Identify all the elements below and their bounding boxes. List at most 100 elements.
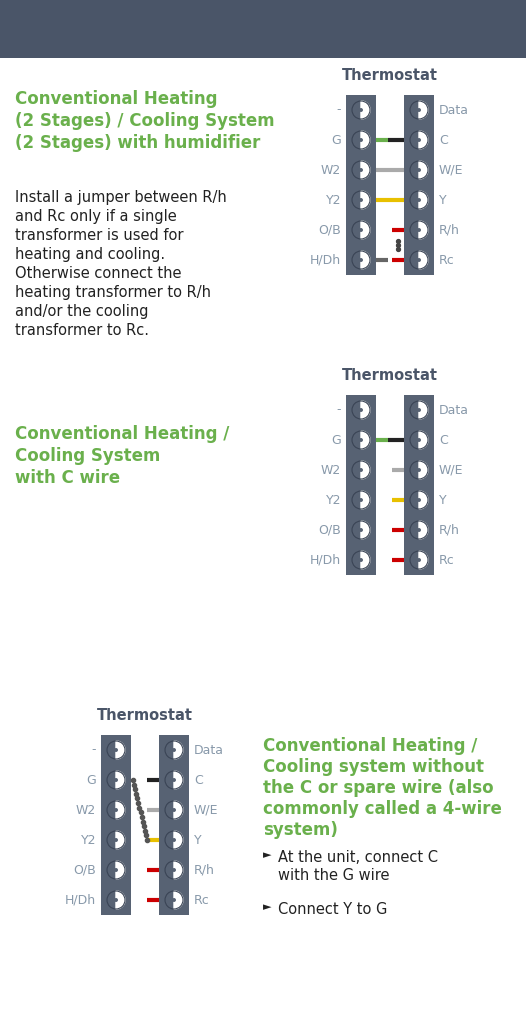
Circle shape [172,898,176,901]
Text: R/h: R/h [194,863,215,877]
Text: transformer is used for: transformer is used for [15,228,184,243]
Circle shape [165,801,183,819]
Text: Y2: Y2 [80,833,96,847]
Text: G: G [331,434,341,446]
Circle shape [417,498,421,502]
Text: W/E: W/E [194,803,218,817]
Text: W2: W2 [321,164,341,177]
Polygon shape [361,551,370,569]
Circle shape [114,748,118,752]
Text: Thermostat: Thermostat [342,68,438,83]
Circle shape [107,771,125,789]
Circle shape [172,778,176,782]
Polygon shape [174,831,183,849]
Text: C: C [194,773,203,787]
Text: Otherwise connect the: Otherwise connect the [15,266,181,280]
Circle shape [114,838,118,842]
Text: Cooling System: Cooling System [15,447,160,465]
Text: Rc: Rc [439,254,455,266]
Circle shape [359,108,363,112]
Circle shape [114,808,118,812]
Circle shape [410,101,428,119]
Text: W/E: W/E [439,164,463,177]
Polygon shape [419,401,428,419]
Text: -: - [92,743,96,757]
Circle shape [410,461,428,479]
Text: Conventional Heating: Conventional Heating [15,90,217,108]
Bar [404,395,434,575]
Polygon shape [361,521,370,539]
Text: heating and cooling.: heating and cooling. [15,247,165,262]
Text: Rc: Rc [194,893,210,907]
Circle shape [410,221,428,239]
Polygon shape [361,401,370,419]
Polygon shape [419,101,428,119]
Circle shape [410,401,428,419]
Text: Data: Data [194,743,224,757]
Text: heating transformer to R/h: heating transformer to R/h [15,285,211,300]
Circle shape [172,838,176,842]
Text: At the unit, connect C: At the unit, connect C [278,850,438,865]
Text: Data: Data [439,404,469,416]
Text: commonly called a 4-wire: commonly called a 4-wire [263,800,502,818]
Circle shape [352,221,370,239]
Text: ►: ► [263,850,271,860]
Circle shape [107,861,125,879]
Text: Y2: Y2 [326,494,341,506]
Circle shape [352,401,370,419]
Circle shape [107,741,125,759]
Text: O/B: O/B [318,524,341,536]
Circle shape [417,408,421,412]
Polygon shape [174,801,183,819]
Polygon shape [174,771,183,789]
Circle shape [417,108,421,112]
Text: H/Dh: H/Dh [310,254,341,266]
Text: the C or spare wire (also: the C or spare wire (also [263,779,493,797]
Circle shape [417,198,421,202]
Text: R/h: R/h [439,524,460,536]
Polygon shape [419,431,428,449]
Text: Thermostat: Thermostat [342,368,438,383]
Circle shape [417,228,421,232]
Circle shape [172,808,176,812]
Circle shape [410,491,428,509]
Polygon shape [419,461,428,479]
Polygon shape [174,891,183,909]
Polygon shape [419,161,428,179]
Text: O/B: O/B [73,863,96,877]
Polygon shape [116,801,125,819]
Polygon shape [361,252,370,269]
Polygon shape [361,101,370,119]
Text: Conventional Heating /: Conventional Heating / [263,737,478,755]
Text: Connect Y to G: Connect Y to G [278,901,387,917]
Circle shape [352,551,370,569]
Text: -: - [337,404,341,416]
Polygon shape [116,771,125,789]
Text: and Rc only if a single: and Rc only if a single [15,209,177,224]
Circle shape [172,748,176,752]
Polygon shape [174,741,183,759]
Circle shape [165,741,183,759]
Polygon shape [419,521,428,539]
Circle shape [417,138,421,142]
Polygon shape [361,491,370,509]
Text: (2 Stages) / Cooling System: (2 Stages) / Cooling System [15,112,275,130]
Text: Data: Data [439,104,469,117]
Text: C: C [439,434,448,446]
Text: G: G [331,134,341,147]
Text: C: C [439,134,448,147]
Text: Y2: Y2 [326,194,341,207]
Circle shape [352,461,370,479]
Text: O/B: O/B [318,224,341,237]
Circle shape [352,101,370,119]
Text: R/h: R/h [439,224,460,237]
Bar [346,395,376,575]
Text: Y: Y [194,833,201,847]
Circle shape [165,771,183,789]
Circle shape [410,252,428,269]
Circle shape [359,438,363,442]
Text: W2: W2 [76,803,96,817]
Circle shape [352,131,370,149]
Circle shape [417,258,421,262]
Polygon shape [361,221,370,239]
